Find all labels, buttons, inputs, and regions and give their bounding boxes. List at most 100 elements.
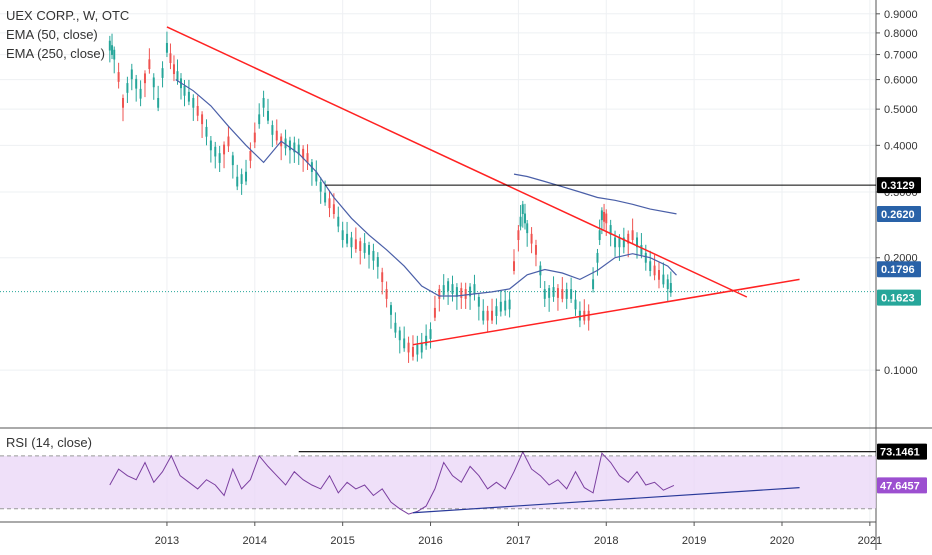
candle-body (183, 85, 186, 96)
candle-body (433, 307, 436, 318)
candle-body (148, 59, 151, 70)
candle-body (420, 342, 423, 353)
candle-body (482, 310, 485, 321)
candle-body (236, 176, 239, 187)
legend-ema-long: EMA (250, close) (6, 46, 105, 61)
candle-body (460, 288, 463, 298)
candle-body (442, 285, 445, 295)
candle-body (214, 146, 217, 157)
price-badge-label: 0.3129 (881, 180, 915, 192)
candle-body (486, 310, 489, 321)
candle-body (622, 237, 625, 248)
candle-body (266, 110, 269, 121)
candle-body (293, 142, 296, 153)
candle-body (284, 138, 287, 149)
candle-body (600, 210, 603, 221)
candle-body (192, 97, 195, 108)
candle-body (231, 155, 234, 166)
candle-body (350, 237, 353, 248)
candle-body (627, 233, 630, 244)
candle-body (394, 322, 397, 333)
candle-body (245, 171, 248, 182)
time-tick-label: 2018 (594, 535, 618, 547)
rsi-line (109, 450, 675, 515)
candle-body (117, 72, 120, 82)
price-tick-label: 0.4000 (884, 140, 918, 152)
candle-body (526, 223, 529, 234)
candle-body (451, 284, 454, 294)
candle-body (288, 140, 291, 151)
rsi-trendline (412, 487, 800, 514)
rsi-band (0, 455, 876, 509)
candle-body (346, 233, 349, 244)
price-tick-label: 0.6000 (884, 75, 918, 87)
candle-body (135, 78, 138, 89)
candle-body (381, 272, 384, 283)
candle-body (368, 245, 371, 255)
candle-body (609, 225, 612, 235)
time-tick-label: 2017 (506, 535, 530, 547)
price-trendline (166, 26, 748, 298)
candle-body (407, 342, 410, 353)
candle-body (337, 216, 340, 227)
candle-body (205, 126, 208, 137)
candle-body (275, 130, 278, 141)
ema-50-line (175, 79, 677, 297)
candle-body (416, 344, 419, 355)
candle-body (425, 335, 428, 346)
price-badge (877, 177, 921, 194)
candle-body (570, 289, 573, 299)
candle-body (640, 245, 643, 255)
candle-body (398, 330, 401, 341)
candle-body (249, 150, 252, 161)
candle-body (176, 71, 179, 81)
candle-body (218, 153, 221, 163)
candle-body (363, 243, 366, 253)
candle-body (662, 274, 665, 285)
candle-body (196, 105, 199, 116)
candle-body (341, 230, 344, 241)
candle-body (543, 289, 546, 299)
candle-body (297, 144, 300, 155)
candle-body (552, 287, 555, 297)
rsi-badge (877, 477, 927, 494)
time-tick-label: 2016 (418, 535, 442, 547)
candle-body (130, 69, 133, 80)
candle-body (161, 68, 164, 78)
candle-body (126, 83, 129, 93)
candle-body (513, 261, 516, 271)
candle-body (578, 310, 581, 321)
candle-body (530, 233, 533, 244)
candle-body (614, 237, 617, 248)
candle-body (519, 216, 522, 227)
candle-body (649, 261, 652, 271)
time-tick-label: 2013 (155, 535, 179, 547)
candle-body (592, 279, 595, 290)
time-tick-label: 2015 (330, 535, 354, 547)
candle-body (499, 301, 502, 312)
candle-body (491, 310, 494, 321)
rsi-badge-label: 47.6457 (880, 480, 920, 492)
candle-body (447, 281, 450, 291)
candle-body (473, 284, 476, 294)
candle-body (636, 237, 639, 248)
candle-body (319, 181, 322, 192)
candle-body (464, 289, 467, 299)
candle-body (108, 40, 111, 51)
price-badge (877, 261, 921, 278)
price-tick-label: 0.1000 (884, 365, 918, 377)
candle-body (253, 132, 256, 143)
candle-body (411, 346, 414, 357)
price-badge-label: 0.1796 (881, 264, 915, 276)
price-tick-label: 0.8000 (884, 28, 918, 40)
candle-body (517, 230, 520, 241)
candle-body (143, 73, 146, 84)
candle-body (605, 213, 608, 224)
legend-ema-short: EMA (50, close) (6, 27, 98, 42)
candle-body (631, 230, 634, 241)
candle-body (271, 125, 274, 135)
candle-body (157, 97, 160, 108)
price-tick-label: 0.7000 (884, 50, 918, 62)
